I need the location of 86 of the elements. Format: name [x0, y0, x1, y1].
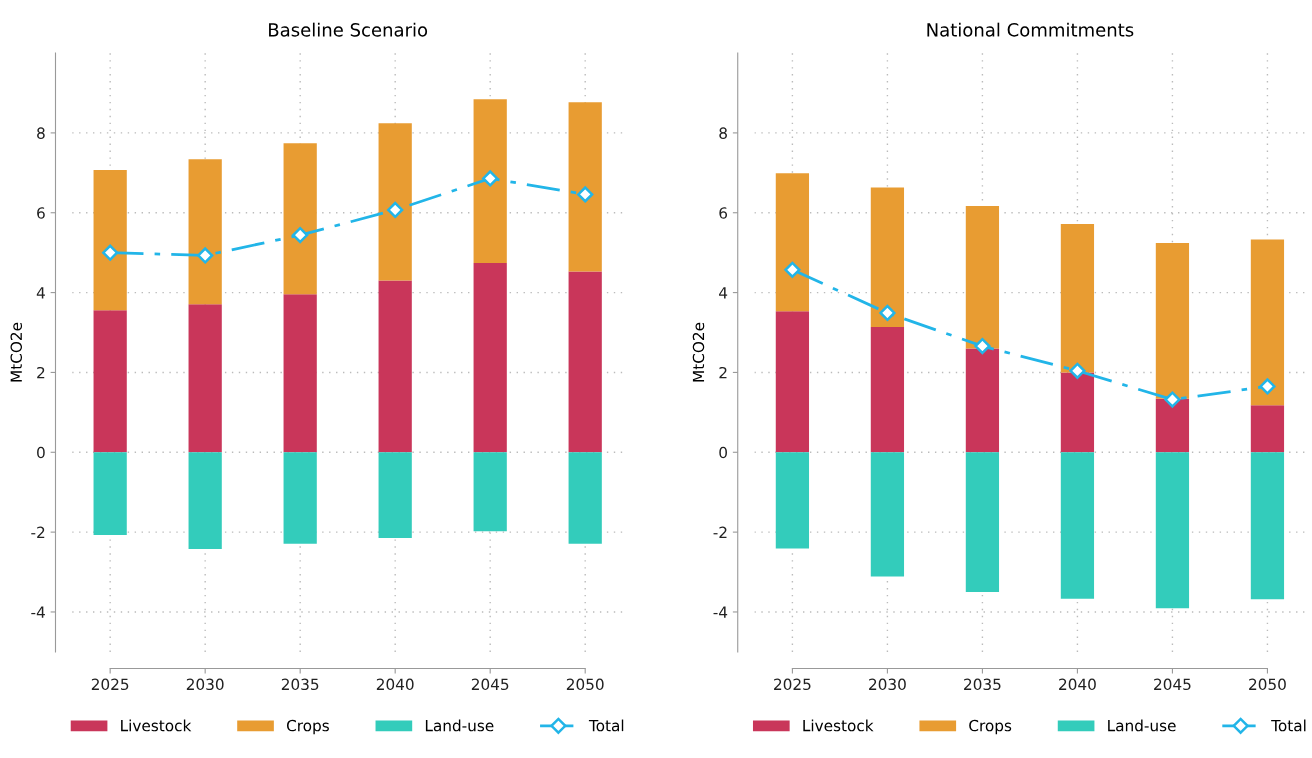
y-tick-label: 8	[719, 127, 727, 139]
legend-label: Total	[588, 719, 624, 732]
point	[577, 186, 594, 203]
x-tick-label: 2040	[376, 678, 414, 691]
y-tick-label: 6	[37, 207, 45, 219]
bar	[188, 452, 222, 549]
legend-label: Land-use	[1108, 719, 1176, 732]
point	[879, 304, 896, 322]
x-tick-label: 2025	[91, 678, 129, 691]
bar	[965, 452, 1000, 592]
x-tick-label: 2030	[186, 678, 224, 691]
y-axis-title: MtCO2e	[10, 322, 23, 382]
bar	[1155, 243, 1190, 399]
bar	[283, 452, 317, 544]
point	[197, 247, 214, 264]
bar	[473, 263, 507, 453]
bar	[1250, 452, 1285, 600]
point	[1259, 378, 1276, 395]
point	[102, 244, 119, 261]
chart-title: Baseline Scenario	[269, 22, 428, 37]
bar	[1250, 239, 1285, 406]
bar	[188, 159, 222, 305]
point	[974, 337, 991, 355]
x-tick-label: 2045	[1154, 678, 1191, 691]
point	[1164, 391, 1181, 408]
bar	[378, 123, 412, 281]
y-axis-title: MtCO2e	[692, 322, 705, 382]
y-tick-label: 6	[719, 207, 728, 219]
bar	[1060, 223, 1095, 373]
legend-label: Crops	[969, 719, 1012, 735]
bar	[568, 271, 602, 453]
x-tick-label: 2050	[566, 678, 604, 691]
y-tick-label: 8	[37, 127, 45, 139]
y-tick-label: -4	[31, 606, 45, 618]
y-tick-label: 0	[719, 446, 727, 459]
bar	[568, 452, 602, 544]
y-tick-label: 0	[37, 446, 45, 459]
y-tick-label: 2	[719, 366, 727, 379]
bar	[473, 99, 507, 264]
bar	[283, 294, 317, 453]
bar	[775, 173, 810, 312]
legend-label: Livestock	[121, 719, 192, 732]
chart-title: National Commitments	[927, 22, 1134, 37]
point	[387, 201, 404, 219]
y-tick-label: -2	[713, 526, 727, 538]
bar	[473, 452, 507, 532]
bar	[1155, 398, 1190, 453]
y-tick-label: 2	[37, 366, 45, 379]
bar	[568, 102, 602, 272]
bar	[775, 311, 810, 453]
x-tick-label: 2035	[281, 678, 319, 691]
bar	[378, 452, 412, 539]
bar	[870, 187, 905, 327]
bar	[378, 280, 412, 453]
x-tick-label: 2045	[471, 678, 509, 691]
bar	[283, 143, 317, 295]
y-tick-label: 4	[719, 287, 728, 299]
bar	[1060, 372, 1095, 453]
point	[784, 261, 801, 278]
legend-label: Total	[1271, 719, 1306, 732]
point	[292, 226, 309, 244]
x-tick-label: 2035	[964, 678, 1001, 691]
x-tick-label: 2050	[1249, 678, 1286, 691]
x-tick-label: 2025	[774, 678, 811, 691]
bar	[93, 310, 127, 453]
bar	[1250, 405, 1285, 453]
y-tick-label: -4	[713, 606, 728, 618]
bar	[965, 205, 1000, 349]
x-tick-label: 2030	[869, 678, 906, 691]
point	[1069, 362, 1086, 379]
legend-label: Livestock	[803, 719, 874, 732]
legend-label: Land-use	[425, 719, 494, 732]
point	[482, 170, 499, 187]
x-tick-label: 2040	[1059, 678, 1096, 691]
y-tick-label: 4	[36, 287, 45, 299]
bar	[775, 452, 810, 549]
bar	[870, 452, 905, 577]
bar	[93, 170, 127, 311]
bar	[1060, 452, 1095, 599]
bar	[1155, 452, 1190, 609]
bar	[93, 452, 127, 535]
bar	[965, 348, 1000, 453]
bar	[870, 326, 905, 453]
bar	[188, 304, 222, 453]
legend-label: Crops	[286, 719, 329, 735]
y-tick-label: -2	[31, 526, 45, 538]
